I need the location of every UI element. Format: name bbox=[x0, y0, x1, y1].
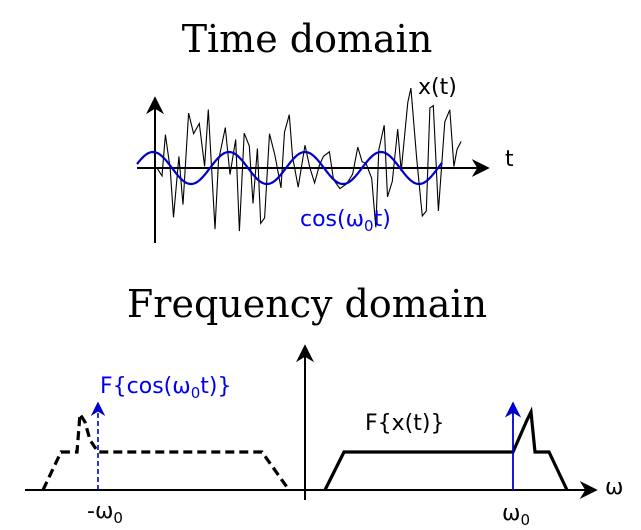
negative-omega-label: -ω0 bbox=[87, 499, 123, 527]
signal-waveform bbox=[156, 87, 462, 232]
time-domain-title: Time domain bbox=[182, 17, 433, 61]
positive-spectrum bbox=[323, 406, 569, 491]
signal-label: x(t) bbox=[418, 75, 457, 100]
spectrum-label: F{x(t)} bbox=[365, 411, 444, 436]
positive-omega-label: ω0 bbox=[502, 501, 530, 529]
time-axis-label: t bbox=[505, 147, 514, 172]
negative-spectrum bbox=[41, 409, 291, 491]
cosine-waveform bbox=[136, 150, 443, 186]
frequency-domain-title: Frequency domain bbox=[127, 282, 487, 326]
cosine-label: cos(ω0t) bbox=[300, 207, 391, 235]
cosine-spectrum-label: F{cos(ω0t)} bbox=[100, 374, 231, 402]
frequency-axis-label: ω bbox=[605, 475, 623, 500]
